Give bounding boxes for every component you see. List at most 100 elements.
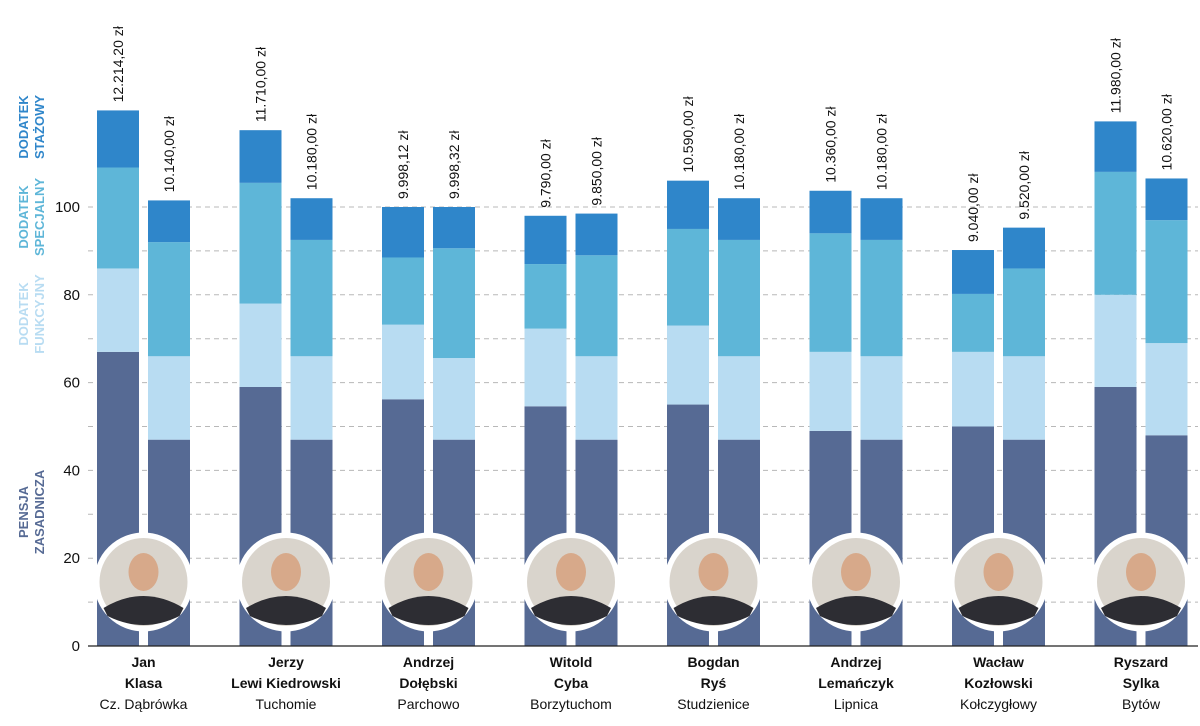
bar-segment-funkcyjny [433, 358, 475, 440]
bar-segment-specjalny [239, 182, 282, 304]
group-place: Kołczygłowy [960, 696, 1037, 712]
y-tick-label: 40 [63, 462, 80, 479]
legend-label-stazowy: DODATEK [16, 95, 31, 159]
group-place: Parchowo [397, 696, 459, 712]
bar-segment-funkcyjny [97, 268, 139, 352]
bar-segment-funkcyjny [524, 328, 567, 407]
bar-segment-stazowy [97, 110, 139, 168]
group-last-name: Lewi Kiedrowski [231, 675, 341, 691]
person-head-icon [841, 553, 871, 591]
bar-segment-stazowy [382, 207, 424, 258]
bar-segment-specjalny [718, 239, 760, 357]
person-suit-icon [673, 596, 754, 625]
legend-label-funkcyjny: FUNKCYJNY [32, 274, 47, 354]
bar-segment-stazowy [239, 130, 282, 183]
y-tick-label: 80 [63, 287, 80, 304]
bar-segment-funkcyjny [860, 356, 903, 440]
bar-segment-stazowy [718, 198, 760, 240]
bar-segment-specjalny [952, 293, 994, 352]
y-tick-label: 20 [63, 550, 80, 567]
person-head-icon [413, 553, 444, 591]
person-suit-icon [531, 596, 611, 625]
legend-label-stazowy: STAŻOWY [32, 95, 47, 159]
group-last-name: Sylka [1123, 675, 1160, 691]
group-place: Lipnica [834, 696, 879, 712]
group-place: Tuchomie [256, 696, 317, 712]
group-place: Cz. Dąbrówka [100, 696, 188, 712]
bar-segment-funkcyjny [1145, 343, 1188, 436]
person-suit-icon [958, 596, 1039, 625]
bar-segment-funkcyjny [952, 351, 994, 427]
y-tick-label: 60 [63, 375, 80, 392]
bar-value-label: 9.850,00 zł [589, 136, 605, 205]
portrait [949, 532, 1048, 632]
bar-value-label: 11.710,00 zł [253, 46, 269, 122]
bar-value-label: 9.998,32 zł [446, 130, 462, 199]
legend-label-specjalny: SPECJALNY [32, 178, 47, 256]
y-tick-label: 100 [55, 199, 80, 216]
bar-value-label: 10.180,00 zł [874, 113, 890, 190]
group-place: Borzytuchom [530, 696, 612, 712]
bar-value-label: 11.980,00 zł [1108, 37, 1124, 113]
person-suit-icon [816, 596, 896, 625]
group-first-name: Bogdan [687, 654, 739, 670]
person-suit-icon [388, 596, 469, 625]
portrait [379, 532, 478, 632]
bar-value-label: 9.998,12 zł [395, 130, 411, 199]
bar-segment-specjalny [97, 167, 139, 269]
bar-segment-specjalny [860, 239, 903, 357]
bar-value-label: 10.180,00 zł [304, 113, 320, 190]
person-head-icon [1126, 553, 1156, 591]
portrait [521, 532, 621, 632]
bar-segment-specjalny [148, 242, 190, 357]
person-head-icon [983, 553, 1014, 591]
bar-segment-specjalny [1003, 268, 1045, 357]
bar-value-label: 10.360,00 zł [823, 106, 839, 183]
bar-value-label: 10.620,00 zł [1159, 93, 1175, 170]
group-last-name: Klasa [125, 675, 163, 691]
bar-segment-stazowy [290, 198, 333, 240]
portrait [236, 532, 336, 632]
legend-label-pensja: ZASADNICZA [32, 469, 47, 554]
person-head-icon [698, 553, 729, 591]
bar-segment-funkcyjny [148, 356, 190, 440]
legend-label-funkcyjny: DODATEK [16, 282, 31, 346]
bar-segment-funkcyjny [239, 303, 282, 387]
bar-segment-specjalny [1145, 220, 1188, 344]
legend-label-pensja: PENSJA [16, 485, 31, 538]
group-last-name: Ryś [701, 675, 727, 691]
bar-segment-funkcyjny [809, 351, 852, 431]
group-first-name: Witold [550, 654, 593, 670]
bar-segment-specjalny [433, 248, 475, 359]
portrait [1091, 532, 1191, 632]
person-suit-icon [1101, 596, 1181, 625]
bar-segment-specjalny [524, 264, 567, 329]
group-last-name: Kozłowski [964, 675, 1032, 691]
y-tick-label: 0 [72, 638, 80, 655]
group-first-name: Jerzy [268, 654, 304, 670]
portrait [94, 532, 193, 632]
bar-value-label: 10.590,00 zł [680, 95, 696, 172]
bar-segment-specjalny [1094, 171, 1137, 295]
bar-value-label: 12.214,20 zł [110, 25, 126, 102]
person-head-icon [271, 553, 301, 591]
group-place: Bytów [1122, 696, 1161, 712]
bar-segment-stazowy [667, 180, 709, 229]
bar-segment-funkcyjny [667, 325, 709, 405]
group-last-name: Cyba [554, 675, 588, 691]
bar-segment-specjalny [809, 233, 852, 352]
bar-segment-specjalny [667, 228, 709, 326]
person-suit-icon [246, 596, 326, 625]
person-suit-icon [103, 596, 184, 625]
bar-segment-funkcyjny [1094, 294, 1137, 387]
category-labels: Jan Klasa Cz. Dąbrówka Jerzy Lewi Kiedrowski… [100, 654, 1169, 712]
bar-segment-stazowy [524, 215, 567, 265]
group-last-name: Dołębski [399, 675, 457, 691]
portraits [94, 532, 1191, 632]
group-first-name: Jan [131, 654, 155, 670]
bar-value-label: 9.520,00 zł [1016, 150, 1032, 219]
bar-segment-specjalny [575, 255, 618, 357]
bar-segment-stazowy [1094, 121, 1137, 172]
